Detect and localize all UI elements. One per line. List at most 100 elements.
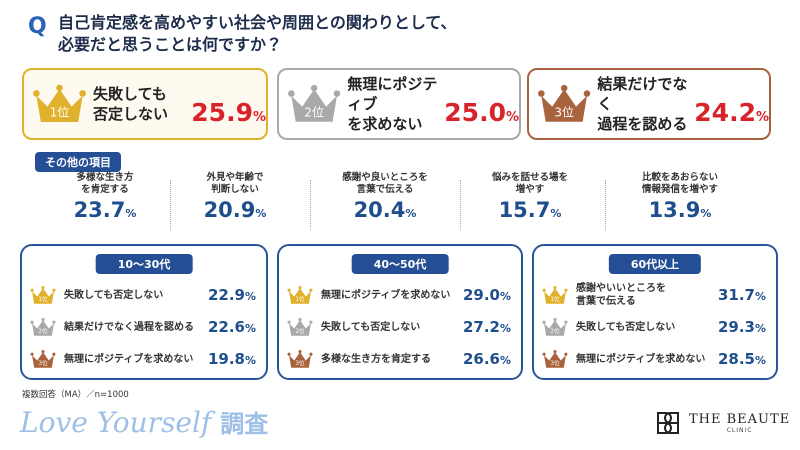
crown: 1位 [30, 285, 56, 304]
unit: % [252, 109, 266, 125]
rank: 3位 [550, 359, 560, 367]
crown: 3位 [542, 349, 568, 368]
age-row: 1位 失敗しても否定しない 22.9% [30, 280, 256, 310]
label-line: 判断しない [211, 184, 259, 195]
unit: % [125, 207, 137, 220]
question-mark: Q [28, 14, 47, 39]
age-row: 1位 感謝やいいところを 言葉で伝える 31.7% [542, 280, 766, 310]
unit: % [244, 354, 256, 367]
unit: % [499, 322, 511, 335]
separator [605, 180, 606, 230]
label-line: 結果だけでなく [597, 75, 688, 113]
unit: % [505, 109, 519, 125]
rank: 1位 [50, 105, 70, 119]
value-number: 20.4 [353, 198, 406, 222]
label-line: 悩みを話せる場を [491, 172, 568, 183]
age-row: 3位 無理にポジティブを求めない 28.5% [542, 344, 766, 374]
label-line: 無理にポジティブを求めない [321, 289, 451, 301]
age-card: 40～50代 1位 無理にポジティブを求めない 29.0% 2位 失敗しても否定しない 27… [277, 244, 523, 380]
crown: 2位 [542, 317, 568, 336]
logo-name: THE BEAUTE [689, 412, 791, 427]
label: 失敗しても否定しない [576, 321, 718, 334]
age-title: 40～50代 [351, 254, 449, 274]
label-line: 失敗しても否定しない [64, 289, 164, 301]
label-line: 感謝やいいところを [576, 283, 666, 294]
label-line: 比較をあおらない [641, 172, 718, 183]
value-number: 29.3 [717, 318, 755, 336]
value: 31.7% [718, 286, 766, 304]
other-item: 比較をあおらない 情報発信を増やす 13.9% [610, 172, 750, 222]
label: 多様な生き方を肯定する [321, 353, 463, 366]
value: 19.8% [208, 350, 256, 368]
unit: % [754, 290, 766, 303]
value-number: 22.6 [207, 318, 245, 336]
label: 外見や年齢で 判断しない [165, 172, 305, 196]
other-item: 外見や年齢で 判断しない 20.9% [165, 172, 305, 222]
age-row: 2位 結果だけでなく過程を認める 22.6% [30, 312, 256, 342]
age-card: 60代以上 1位 感謝やいいところを 言葉で伝える 31.7% 2位 失敗しても否定しない 2… [532, 244, 778, 380]
crown: 2位 [287, 317, 313, 336]
crown: 3位 [538, 84, 591, 122]
value: 25.9% [191, 98, 266, 127]
unit: % [405, 207, 417, 220]
label-line: 無理にポジティブを求めない [576, 353, 706, 365]
value: 26.6% [463, 350, 511, 368]
unit: % [244, 290, 256, 303]
others-title: その他の項目 [35, 152, 121, 172]
value: 13.9% [610, 198, 750, 222]
value-number: 26.6 [462, 350, 500, 368]
unit: % [754, 354, 766, 367]
brand-title: Love Yourself [20, 406, 212, 439]
unit: % [499, 290, 511, 303]
question: 自己肯定感を高めやすい社会や周囲との関わりとして、 必要だと思うことは何ですか？ [58, 12, 457, 56]
label-line: 増やす [515, 184, 545, 195]
label: 失敗しても否定しない [64, 289, 208, 302]
rank: 3位 [38, 359, 48, 367]
value-number: 19.8 [207, 350, 245, 368]
label: 無理にポジティブを求めない [64, 353, 208, 366]
label: 結果だけでなく過程を認める [597, 74, 694, 134]
unit: % [755, 109, 769, 125]
age-card: 10～30代 1位 失敗しても否定しない 22.9% 2位 結果だけでなく過程を認める 22… [20, 244, 268, 380]
rank: 1位 [295, 295, 305, 303]
label-line: 否定しない [93, 105, 169, 123]
value: 23.7% [35, 198, 175, 222]
label-line: 失敗しても否定しない [576, 321, 676, 333]
age-row: 3位 無理にポジティブを求めない 19.8% [30, 344, 256, 374]
label-line: 感謝や良いところを [342, 172, 428, 183]
separator [310, 180, 311, 230]
other-item: 多様な生き方 を肯定する 23.7% [35, 172, 175, 222]
value: 29.3% [718, 318, 766, 336]
logo-sub: CLINIC [726, 427, 753, 434]
value: 24.2% [694, 98, 769, 127]
label-line: 情報発信を増やす [641, 184, 718, 195]
value-number: 22.9 [207, 286, 245, 304]
age-title: 60代以上 [608, 254, 702, 274]
unit: % [244, 322, 256, 335]
value: 22.9% [208, 286, 256, 304]
other-item: 感謝や良いところを 言葉で伝える 20.4% [315, 172, 455, 222]
label: 悩みを話せる場を 増やす [460, 172, 600, 196]
rank: 3位 [295, 359, 305, 367]
age-row: 2位 失敗しても否定しない 27.2% [287, 312, 511, 342]
label-line: 無理にポジティブを求めない [64, 353, 194, 365]
label: 失敗しても否定しない [93, 84, 191, 124]
crown: 2位 [288, 84, 341, 122]
value: 25.0% [444, 98, 519, 127]
brand: Love Yourself 調査 [20, 404, 268, 439]
value-number: 31.7 [717, 286, 755, 304]
label-line: 無理にポジティブ [347, 75, 438, 113]
unit: % [700, 207, 712, 220]
top-card: 2位 無理にポジティブ を求めない 25.0% [277, 68, 521, 140]
value-number: 27.2 [462, 318, 500, 336]
top-card: 1位 失敗しても 否定しない 25.9% [22, 68, 268, 140]
logo-icon [657, 412, 679, 434]
rank: 2位 [38, 327, 48, 335]
value: 15.7% [460, 198, 600, 222]
crown: 3位 [287, 349, 313, 368]
age-row: 1位 無理にポジティブを求めない 29.0% [287, 280, 511, 310]
label-line: 言葉で伝える [576, 296, 636, 307]
separator [170, 180, 171, 230]
value-number: 23.7 [73, 198, 126, 222]
